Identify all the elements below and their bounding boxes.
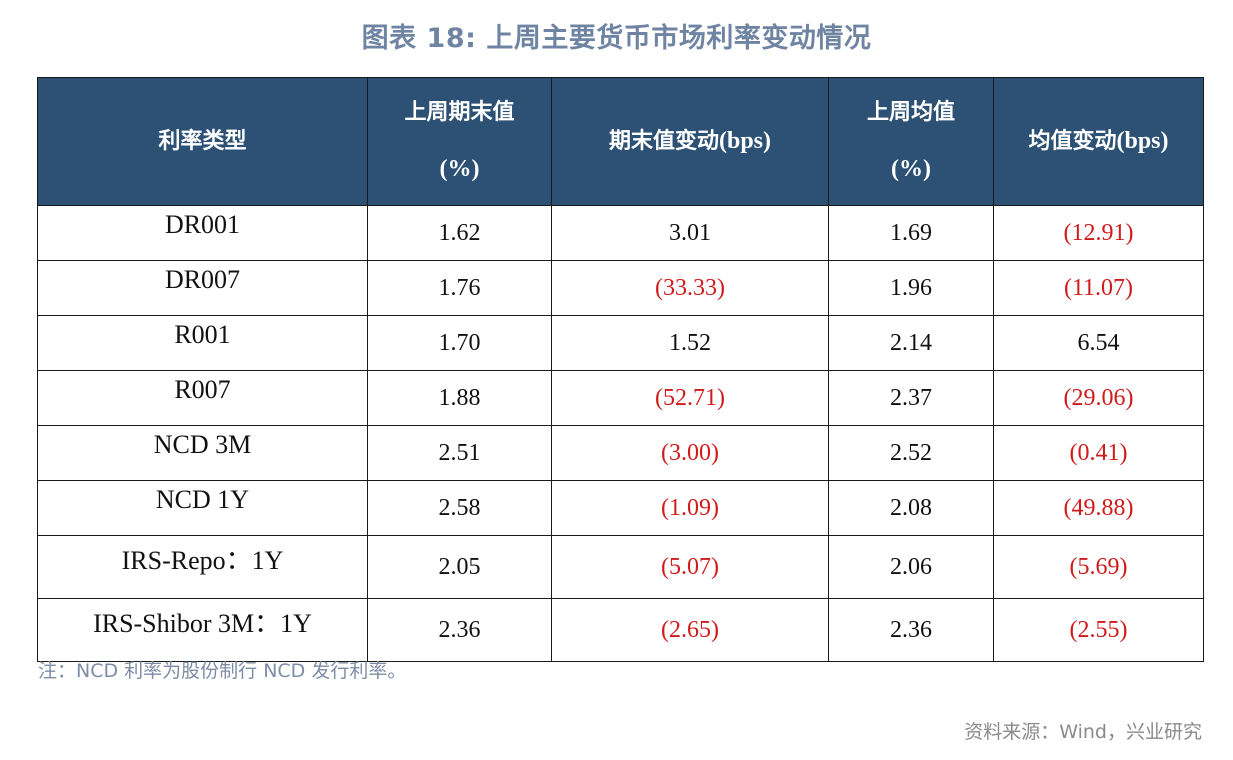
avg-value: 1.69 xyxy=(828,205,994,261)
rate-name: R001 xyxy=(37,315,368,371)
rate-name: DR001 xyxy=(37,205,368,261)
table-row: IRS-Shibor 3M：1Y 2.36 (2.65) 2.36 (2.55) xyxy=(37,598,1204,662)
header-end-value-unit: (%) xyxy=(439,156,480,183)
header-rate-type-label: 利率类型 xyxy=(158,128,247,155)
table-row: R007 1.88 (52.71) 2.37 (29.06) xyxy=(37,370,1204,426)
avg-change: (29.06) xyxy=(993,370,1204,426)
end-change: 3.01 xyxy=(551,205,829,261)
rate-name: DR007 xyxy=(37,260,368,316)
header-end-change: 期末值变动(bps) xyxy=(551,77,829,206)
header-end-value-label: 上周期末值 xyxy=(404,98,515,125)
header-avg-value-unit: (%) xyxy=(891,156,931,183)
header-avg-change-label: 均值变动 xyxy=(1028,128,1117,155)
source-citation: 资料来源：Wind，兴业研究 xyxy=(964,721,1202,743)
avg-change: 6.54 xyxy=(993,315,1204,371)
end-value: 1.70 xyxy=(367,315,552,371)
end-value: 2.51 xyxy=(367,425,552,481)
table-row: R001 1.70 1.52 2.14 6.54 xyxy=(37,315,1204,371)
table-note: 注：NCD 利率为股份制行 NCD 发行利率。 xyxy=(38,660,407,682)
avg-change: (2.55) xyxy=(993,598,1204,662)
table-row: DR001 1.62 3.01 1.69 (12.91) xyxy=(37,205,1204,261)
end-change: (33.33) xyxy=(551,260,829,316)
end-change: (3.00) xyxy=(551,425,829,481)
avg-value: 1.96 xyxy=(828,260,994,316)
avg-change: (5.69) xyxy=(993,535,1204,599)
end-value: 1.76 xyxy=(367,260,552,316)
avg-change: (12.91) xyxy=(993,205,1204,261)
end-change: (52.71) xyxy=(551,370,829,426)
rate-name: NCD 1Y xyxy=(37,480,368,536)
end-change: 1.52 xyxy=(551,315,829,371)
money-market-rates-table: 利率类型 上周期末值 (%) 期末值变动(bps) 上周均值 (%) 均值变动(… xyxy=(37,77,1204,662)
end-value: 2.05 xyxy=(367,535,552,599)
end-change: (1.09) xyxy=(551,480,829,536)
header-avg-value: 上周均值 (%) xyxy=(828,77,994,206)
rate-name: IRS-Repo：1Y xyxy=(37,535,368,599)
header-end-change-unit: (bps) xyxy=(718,128,772,155)
header-end-change-label: 期末值变动 xyxy=(608,128,719,155)
header-avg-value-label: 上周均值 xyxy=(866,98,955,125)
end-value: 1.88 xyxy=(367,370,552,426)
end-value: 2.36 xyxy=(367,598,552,662)
table-row: NCD 3M 2.51 (3.00) 2.52 (0.41) xyxy=(37,425,1204,481)
header-rate-type: 利率类型 xyxy=(37,77,368,206)
avg-value: 2.08 xyxy=(828,480,994,536)
avg-value: 2.14 xyxy=(828,315,994,371)
table-row: IRS-Repo：1Y 2.05 (5.07) 2.06 (5.69) xyxy=(37,535,1204,599)
rate-name: IRS-Shibor 3M：1Y xyxy=(37,598,368,662)
avg-change: (11.07) xyxy=(993,260,1204,316)
avg-change: (0.41) xyxy=(993,425,1204,481)
avg-value: 2.52 xyxy=(828,425,994,481)
header-end-value: 上周期末值 (%) xyxy=(367,77,552,206)
table-header-row: 利率类型 上周期末值 (%) 期末值变动(bps) 上周均值 (%) 均值变动(… xyxy=(37,77,1204,206)
rate-name: NCD 3M xyxy=(37,425,368,481)
end-value: 2.58 xyxy=(367,480,552,536)
avg-change: (49.88) xyxy=(993,480,1204,536)
chart-title: 图表 18: 上周主要货币市场利率变动情况 xyxy=(361,23,872,54)
avg-value: 2.06 xyxy=(828,535,994,599)
avg-value: 2.37 xyxy=(828,370,994,426)
table-row: DR007 1.76 (33.33) 1.96 (11.07) xyxy=(37,260,1204,316)
table-row: NCD 1Y 2.58 (1.09) 2.08 (49.88) xyxy=(37,480,1204,536)
header-avg-change: 均值变动(bps) xyxy=(993,77,1204,206)
end-change: (5.07) xyxy=(551,535,829,599)
rate-name: R007 xyxy=(37,370,368,426)
end-change: (2.65) xyxy=(551,598,829,662)
end-value: 1.62 xyxy=(367,205,552,261)
avg-value: 2.36 xyxy=(828,598,994,662)
header-avg-change-unit: (bps) xyxy=(1116,128,1169,155)
